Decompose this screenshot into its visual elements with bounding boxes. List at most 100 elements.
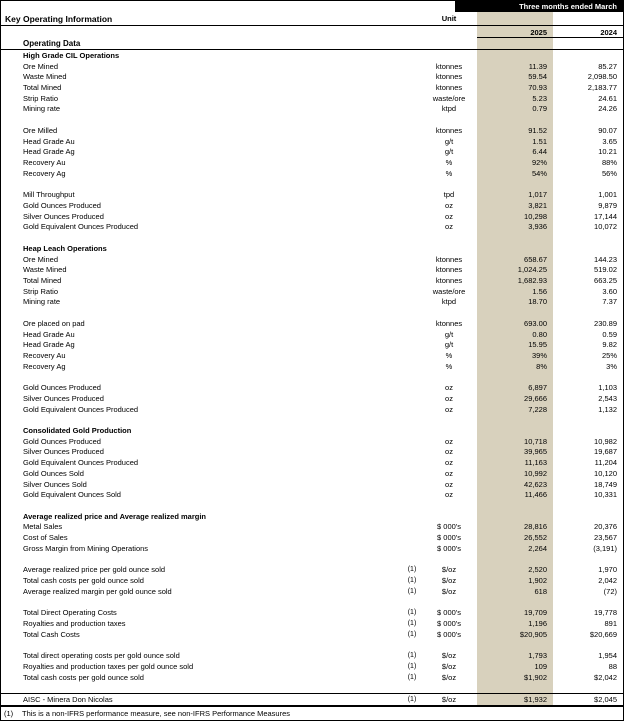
year-header-row: 2025 2024 — [1, 26, 623, 38]
row-label: Gold Ounces Sold — [23, 468, 84, 478]
page-title: Key Operating Information — [5, 13, 113, 24]
table-row: Mill Throughput tpd 1,017 1,001 — [1, 189, 623, 201]
row-unit: $ 000's — [437, 533, 461, 543]
table-row: Gold Equivalent Ounces Produced oz 7,228… — [1, 403, 623, 415]
period-bar-row: Three months ended March — [1, 1, 623, 12]
row-label: Ore Mined — [23, 61, 59, 71]
row-footnote-ref: (1) — [407, 662, 417, 670]
row-value-prior: 7.37 — [602, 297, 617, 307]
row-value-prior: 10.21 — [598, 147, 617, 157]
row-value-current: 6,897 — [477, 382, 553, 393]
row-label: Gold Ounces Produced — [23, 200, 101, 210]
row-unit: oz — [445, 393, 453, 403]
row-value-current — [477, 232, 553, 243]
row-label: Waste Mined — [23, 72, 67, 82]
row-unit: $/oz — [441, 576, 457, 586]
table-row: Recovery Ag % 8% 3% — [1, 360, 623, 372]
table-row: Cost of Sales $ 000's 26,552 23,567 — [1, 532, 623, 544]
row-unit: oz — [445, 447, 453, 457]
table-row: Silver Ounces Produced oz 29,666 2,543 — [1, 393, 623, 404]
row-value-prior: $20,669 — [589, 629, 617, 639]
row-footnote-ref: (1) — [407, 673, 417, 681]
row-label: Ore Milled — [23, 125, 58, 135]
table-row: Average realized price and Average reali… — [1, 510, 623, 522]
title-row: Key Operating Information Unit — [1, 12, 623, 26]
row-value-prior: 10,982 — [594, 436, 617, 446]
row-value-current: 6.44 — [477, 146, 553, 158]
row-value-current — [477, 639, 553, 651]
table-row: Head Grade Ag g/t 6.44 10.21 — [1, 146, 623, 158]
row-value-prior: 9,879 — [598, 200, 617, 210]
group-title: Operating Data — [23, 39, 81, 48]
row-value-current: 1,682.93 — [477, 275, 553, 286]
row-value-prior: 88% — [601, 158, 617, 168]
row-footnote-ref: (1) — [407, 652, 417, 660]
row-value-current: 19,709 — [477, 607, 553, 619]
table-row: Gold Ounces Produced oz 10,718 10,982 — [1, 435, 623, 447]
table-row: High Grade CIL Operations — [1, 50, 623, 61]
row-value-prior: 10,331 — [594, 490, 617, 500]
row-unit: % — [445, 361, 453, 371]
row-label: Total direct operating costs per gold ou… — [23, 651, 180, 661]
row-unit: $/oz — [441, 672, 457, 682]
row-unit: waste/ore — [432, 286, 466, 296]
row-value-current — [477, 414, 553, 426]
row-unit: ktonnes — [435, 254, 463, 264]
row-value-prior: 3.60 — [602, 286, 617, 296]
table-row: Ore Mined ktonnes 658.67 144.23 — [1, 253, 623, 265]
current-year-column-band — [477, 12, 553, 25]
row-value-current: 2,264 — [477, 543, 553, 554]
row-value-prior: 20,376 — [594, 522, 617, 532]
row-label: Metal Sales — [23, 522, 63, 532]
row-label: Heap Leach Operations — [23, 243, 107, 253]
row-unit: $ 000's — [437, 522, 461, 532]
row-unit: g/t — [444, 136, 454, 146]
row-value-prior: 85.27 — [598, 61, 617, 71]
row-value-current — [477, 553, 553, 565]
row-value-current: 10,992 — [477, 468, 553, 479]
row-unit: $/oz — [441, 586, 457, 596]
row-value-current: 7,228 — [477, 403, 553, 415]
row-value-current: 39,965 — [477, 446, 553, 458]
table-row — [1, 596, 623, 608]
row-value-current — [477, 425, 553, 436]
row-label: Ore placed on pad — [23, 318, 85, 328]
current-year-header: 2025 — [477, 26, 553, 38]
row-value-prior: 1,970 — [598, 565, 617, 575]
table-row — [1, 414, 623, 426]
row-value-prior: 24.26 — [598, 104, 617, 114]
period-label: Three months ended March — [519, 2, 617, 11]
table-row: Head Grade Au g/t 0.80 0.59 — [1, 328, 623, 340]
row-value-current: 5.23 — [477, 92, 553, 104]
period-header: Three months ended March — [455, 1, 623, 12]
row-unit: ktonnes — [435, 72, 463, 82]
row-unit: g/t — [444, 329, 454, 339]
table-row: Heap Leach Operations — [1, 242, 623, 254]
row-value-current: 18.70 — [477, 296, 553, 308]
row-value-current: 1,196 — [477, 618, 553, 629]
table-row: Total Cash Costs (1) $ 000's $20,905 $20… — [1, 628, 623, 640]
row-unit: ktonnes — [435, 318, 463, 328]
row-footnote-ref: (1) — [407, 695, 417, 703]
row-footnote-ref: (1) — [407, 630, 417, 638]
row-value-prior: 17,144 — [594, 211, 617, 221]
table-row — [1, 553, 623, 565]
table-row: Total Direct Operating Costs (1) $ 000's… — [1, 607, 623, 619]
table-row: Silver Ounces Sold oz 42,623 18,749 — [1, 478, 623, 490]
row-unit: oz — [445, 490, 453, 500]
row-unit: oz — [445, 404, 453, 414]
row-label: Mining rate — [23, 104, 61, 114]
row-unit: oz — [445, 436, 453, 446]
row-label: AISC - Minera Don Nicolas — [23, 694, 113, 704]
row-value-current: 1,024.25 — [477, 264, 553, 276]
table-row: Total cash costs per gold ounce sold (1)… — [1, 575, 623, 586]
row-label: Gold Equivalent Ounces Produced — [23, 222, 139, 232]
year-row-spacer — [1, 26, 477, 38]
table-row: Average realized price per gold ounce so… — [1, 564, 623, 576]
row-label: Silver Ounces Produced — [23, 447, 104, 457]
row-value-current: 1,017 — [477, 189, 553, 201]
row-value-prior: 18,749 — [594, 479, 617, 489]
row-value-prior: 3.65 — [602, 136, 617, 146]
row-label: Ore Mined — [23, 254, 59, 264]
